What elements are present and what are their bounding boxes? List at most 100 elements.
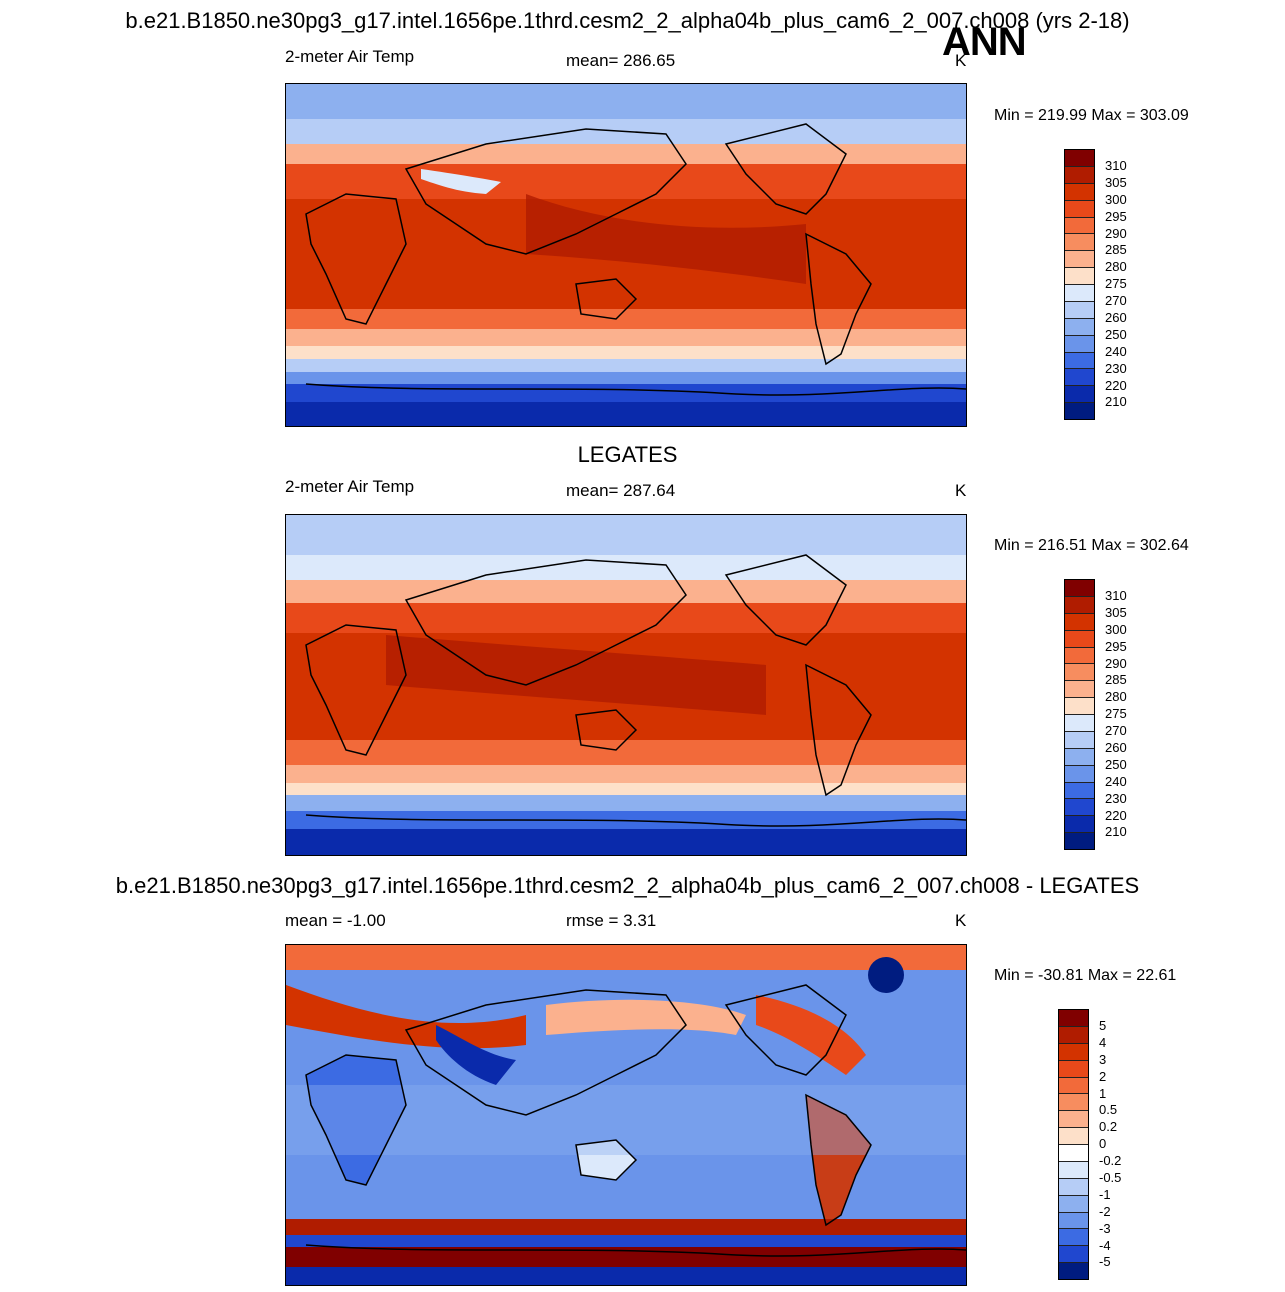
colorbar-tick-label: 305	[1105, 174, 1127, 190]
colorbar-swatch	[1059, 1060, 1088, 1078]
colorbar-swatch	[1065, 183, 1094, 201]
colorbar-swatch	[1065, 765, 1094, 783]
colorbar-tick-label: 280	[1105, 259, 1127, 275]
colorbar-swatch	[1059, 1178, 1088, 1196]
colorbar-tick-label: 220	[1105, 377, 1127, 393]
colorbar-swatch	[1065, 748, 1094, 766]
panel3-title: b.e21.B1850.ne30pg3_g17.intel.1656pe.1th…	[115, 873, 1140, 898]
colorbar-swatch	[1065, 285, 1094, 302]
colorbar-swatch	[1065, 403, 1094, 419]
panel3-map	[285, 944, 967, 1286]
colorbar-swatch	[1065, 386, 1094, 404]
colorbar-swatch	[1065, 268, 1094, 285]
colorbar-tick-label: 300	[1105, 191, 1127, 207]
colorbar-swatch	[1065, 352, 1094, 370]
panel1-map-graphic	[286, 84, 966, 426]
colorbar-swatch	[1065, 234, 1094, 252]
panel1-mean-label: mean= 286.65	[566, 51, 676, 70]
colorbar-tick-label: 295	[1105, 638, 1127, 654]
colorbar-swatch	[1059, 1111, 1088, 1129]
colorbar-tick-label: -0.5	[1099, 1170, 1122, 1186]
colorbar-tick-label: 310	[1105, 588, 1127, 603]
colorbar-tick-label: 285	[1105, 242, 1127, 258]
panel2-colorbar-labels: 310 305 300 295 290 285 280 275 270 260 250 240 230 2…	[1105, 588, 1127, 841]
panel3-unit-label: K	[955, 911, 967, 930]
colorbar-swatch	[1065, 580, 1094, 597]
colorbar-tick-label: -0.2	[1099, 1153, 1122, 1169]
panel3-mean-label: mean = -1.00	[285, 911, 386, 930]
colorbar-swatch	[1059, 1229, 1088, 1247]
colorbar-swatch	[1065, 782, 1094, 800]
colorbar-tick-label: -3	[1099, 1220, 1111, 1236]
colorbar-swatch	[1059, 1145, 1088, 1162]
colorbar-tick-label: 0.2	[1099, 1119, 1118, 1135]
colorbar-tick-label: 4	[1099, 1034, 1107, 1050]
colorbar-tick-label: 1	[1099, 1085, 1107, 1101]
colorbar-tick-label: -2	[1099, 1203, 1111, 1219]
panel1-colorbar-labels: 310 305 300 295 290 285 280 275 270 260 250 240 230 2…	[1105, 158, 1127, 411]
panel1-map	[285, 83, 967, 427]
panel3-rmse-label: rmse = 3.31	[566, 911, 657, 930]
colorbar-tick-label: 5	[1099, 1018, 1107, 1033]
panel2-colorbar	[1064, 579, 1095, 850]
colorbar-swatch	[1059, 1043, 1088, 1061]
colorbar-swatch	[1065, 833, 1094, 849]
colorbar-swatch	[1065, 613, 1094, 631]
colorbar-swatch	[1065, 251, 1094, 269]
colorbar-swatch	[1065, 150, 1094, 167]
colorbar-swatch	[1065, 681, 1094, 699]
colorbar-swatch	[1065, 799, 1094, 817]
colorbar-swatch	[1065, 698, 1094, 715]
colorbar-swatch	[1059, 1212, 1088, 1230]
colorbar-swatch	[1059, 1026, 1088, 1044]
colorbar-swatch	[1065, 596, 1094, 614]
colorbar-tick-label: 290	[1105, 655, 1127, 671]
colorbar-swatch	[1065, 335, 1094, 353]
colorbar-tick-label: 250	[1105, 756, 1127, 772]
colorbar-swatch	[1065, 630, 1094, 648]
colorbar-swatch	[1059, 1195, 1088, 1213]
colorbar-tick-label: 295	[1105, 208, 1127, 224]
colorbar-tick-label: 210	[1105, 394, 1127, 410]
colorbar-swatch	[1059, 1010, 1088, 1027]
panel2-variable-label: 2-meter Air Temp	[285, 477, 415, 496]
colorbar-swatch	[1065, 664, 1094, 682]
colorbar-swatch	[1059, 1161, 1088, 1179]
panel2-minmax: Min = 216.51 Max = 302.64	[994, 537, 1189, 554]
colorbar-tick-label: 0.5	[1099, 1102, 1118, 1118]
colorbar-swatch	[1065, 715, 1094, 732]
panel1-unit-label: K	[955, 51, 967, 70]
colorbar-tick-label: 260	[1105, 740, 1127, 756]
colorbar-tick-label: 230	[1105, 360, 1127, 376]
colorbar-tick-label: 220	[1105, 807, 1127, 823]
colorbar-tick-label: 310	[1105, 158, 1127, 173]
colorbar-swatch	[1065, 318, 1094, 336]
colorbar-swatch	[1065, 731, 1094, 749]
colorbar-swatch	[1065, 816, 1094, 834]
colorbar-tick-label: -4	[1099, 1237, 1111, 1253]
colorbar-tick-label: -5	[1099, 1254, 1111, 1270]
panel3-minmax: Min = -30.81 Max = 22.61	[994, 967, 1177, 984]
season-label: ANN	[942, 20, 1027, 64]
colorbar-tick-label: 0	[1099, 1136, 1107, 1152]
colorbar-tick-label: 275	[1105, 276, 1127, 292]
panel1-colorbar	[1064, 149, 1095, 420]
colorbar-tick-label: 270	[1105, 293, 1127, 309]
colorbar-swatch	[1059, 1246, 1088, 1264]
colorbar-tick-label: 300	[1105, 621, 1127, 637]
figure-title: b.e21.B1850.ne30pg3_g17.intel.1656pe.1th…	[125, 8, 1130, 33]
colorbar-swatch	[1065, 200, 1094, 218]
colorbar-tick-label: 240	[1105, 343, 1127, 359]
colorbar-swatch	[1065, 369, 1094, 387]
panel2-title: LEGATES	[577, 442, 678, 467]
colorbar-tick-label: 305	[1105, 604, 1127, 620]
colorbar-tick-label: 250	[1105, 326, 1127, 342]
panel2-mean-label: mean= 287.64	[566, 481, 676, 500]
colorbar-tick-label: 275	[1105, 706, 1127, 722]
colorbar-swatch	[1059, 1263, 1088, 1279]
colorbar-swatch	[1059, 1077, 1088, 1095]
panel2-map	[285, 514, 967, 856]
colorbar-swatch	[1059, 1094, 1088, 1112]
colorbar-swatch	[1065, 217, 1094, 235]
colorbar-tick-label: 285	[1105, 672, 1127, 688]
